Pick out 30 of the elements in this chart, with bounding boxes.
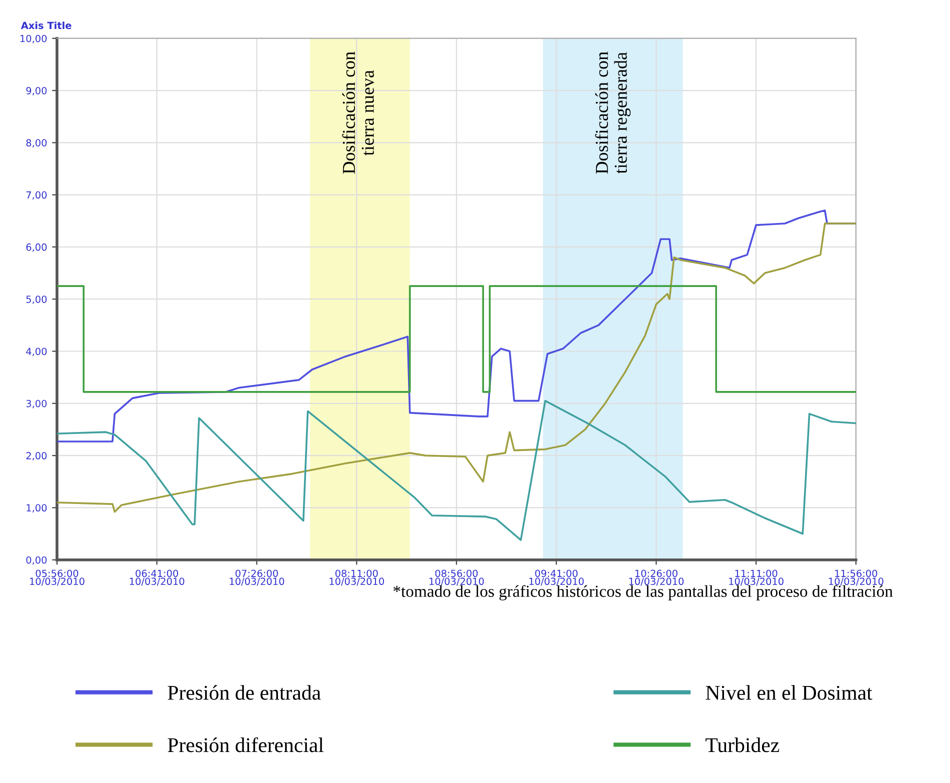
x-tick-label: 07:26:00 10/03/2010 [230,570,284,586]
text: *tomado de los gráficos históricos de las pantallas del proceso de filtración [393,585,893,600]
x-tick-label: 05:56:00 10/03/2010 [30,570,84,586]
x-tick-label: 10:26:00 10/03/2010 [629,570,684,586]
y-tick-label: 7,00 [26,191,47,200]
line-series [57,222,856,513]
y-tick-label: 4,00 [26,348,47,356]
y-axis-title: Axis Title [20,22,72,30]
x-tick-label: 09:41:00 10/03/2010 [529,570,584,586]
y-tick-label: 5,00 [26,296,47,304]
x-tick-label: 08:11:00 10/03/2010 [330,570,384,586]
y-tick-label: 9,00 [26,86,47,96]
legend-label: Presión de entrada [168,685,321,700]
y-tick-label: 10,00 [20,34,47,44]
line-series [57,400,856,541]
y-tick-label: 8,00 [26,139,47,148]
band-label: Dosificación con tierra nueva [342,52,374,174]
x-tick-label: 06:41:00 10/03/2010 [130,570,184,586]
legend-label: Presión diferencial [168,737,324,752]
legend-label: Nivel en el Dosimat [706,685,872,700]
legend-label: Turbidez [706,738,780,752]
y-tick-label: 0,00 [26,556,47,565]
x-tick-label: 11:11:00 10/03/2010 [729,570,784,586]
y-tick-label: 6,00 [26,243,47,252]
y-tick-label: 3,00 [26,400,47,408]
y-tick-label: 1,00 [26,504,47,513]
x-tick-label: 11:56:00 10/03/2010 [829,570,884,586]
y-tick-label: 2,00 [26,452,47,460]
band-label: Dosificación con tierra regenerada [595,52,631,174]
x-tick-label: 08:56:00 10/03/2010 [430,570,484,586]
